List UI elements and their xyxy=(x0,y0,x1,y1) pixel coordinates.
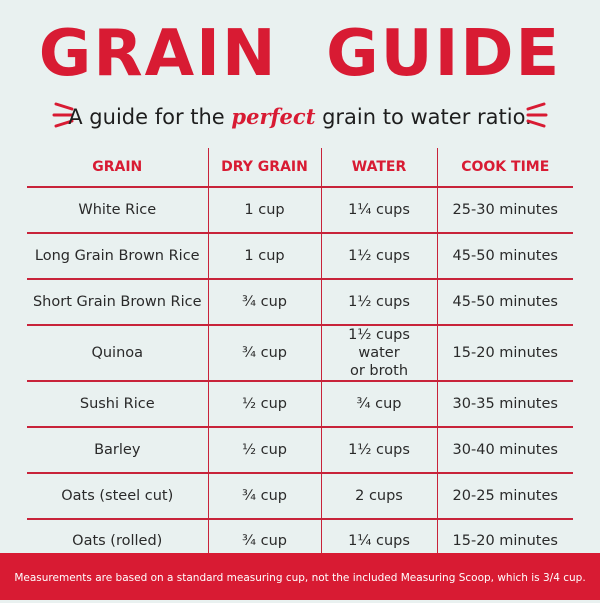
cell-grain: Oats (steel cut) xyxy=(27,473,208,520)
cell-water: 1½ cups xyxy=(320,233,437,280)
table-row: Quinoa ¾ cup 1½ cups water or broth 15-2… xyxy=(27,325,573,382)
cell-cook-time: 30-40 minutes xyxy=(436,427,573,474)
cell-grain: Long Grain Brown Rice xyxy=(27,233,208,280)
cell-grain: Quinoa xyxy=(27,325,208,382)
cell-cook-time: 45-50 minutes xyxy=(436,233,573,280)
cell-water: 2 cups xyxy=(320,473,437,520)
cell-water: 1½ cups xyxy=(320,279,437,326)
subtitle-before: A guide for the xyxy=(68,105,232,129)
table-header-row: GRAIN DRY GRAIN WATER COOK TIME xyxy=(27,148,573,188)
cell-dry-grain: ½ cup xyxy=(207,381,321,428)
grain-table: GRAIN DRY GRAIN WATER COOK TIME White Ri… xyxy=(27,148,573,562)
cell-dry-grain: 1 cup xyxy=(207,233,321,280)
header-grain: GRAIN xyxy=(27,148,208,188)
sparkle-lines-left-icon xyxy=(52,102,74,128)
table-row: Short Grain Brown Rice ¾ cup 1½ cups 45-… xyxy=(27,279,573,326)
cell-grain: Barley xyxy=(27,427,208,474)
cell-water: ¾ cup xyxy=(320,381,437,428)
table-row: Sushi Rice ½ cup ¾ cup 30-35 minutes xyxy=(27,381,573,428)
table-row: Barley ½ cup 1½ cups 30-40 minutes xyxy=(27,427,573,474)
subtitle: A guide for the perfect grain to water r… xyxy=(0,100,600,134)
subtitle-after: grain to water ratio. xyxy=(315,105,532,129)
subtitle-emphasis: perfect xyxy=(231,104,316,129)
cell-dry-grain: 1 cup xyxy=(207,187,321,234)
page-title: GRAIN GUIDE xyxy=(38,17,562,91)
table-row: Oats (steel cut) ¾ cup 2 cups 20-25 minu… xyxy=(27,473,573,520)
header-water: WATER xyxy=(320,148,437,188)
cell-grain: Sushi Rice xyxy=(27,381,208,428)
footer-note: Measurements are based on a standard mea… xyxy=(0,553,600,600)
cell-water: 1½ cups water or broth xyxy=(320,325,437,382)
cell-water: 1¼ cups xyxy=(320,187,437,234)
cell-grain: Short Grain Brown Rice xyxy=(27,279,208,326)
header-cook-time: COOK TIME xyxy=(436,148,573,188)
cell-cook-time: 45-50 minutes xyxy=(436,279,573,326)
cell-cook-time: 20-25 minutes xyxy=(436,473,573,520)
cell-grain: White Rice xyxy=(27,187,208,234)
cell-cook-time: 25-30 minutes xyxy=(436,187,573,234)
table-row: White Rice 1 cup 1¼ cups 25-30 minutes xyxy=(27,187,573,234)
header-dry-grain: DRY GRAIN xyxy=(207,148,321,188)
sparkle-lines-right-icon xyxy=(526,102,548,128)
table-row: Long Grain Brown Rice 1 cup 1½ cups 45-5… xyxy=(27,233,573,280)
cell-dry-grain: ¾ cup xyxy=(207,325,321,382)
cell-dry-grain: ½ cup xyxy=(207,427,321,474)
cell-dry-grain: ¾ cup xyxy=(207,279,321,326)
cell-cook-time: 30-35 minutes xyxy=(436,381,573,428)
cell-grain: Oats (rolled) xyxy=(72,533,163,549)
cell-cook-time: 15-20 minutes xyxy=(436,325,573,382)
cell-water: 1½ cups xyxy=(320,427,437,474)
cell-dry-grain: ¾ cup xyxy=(207,473,321,520)
